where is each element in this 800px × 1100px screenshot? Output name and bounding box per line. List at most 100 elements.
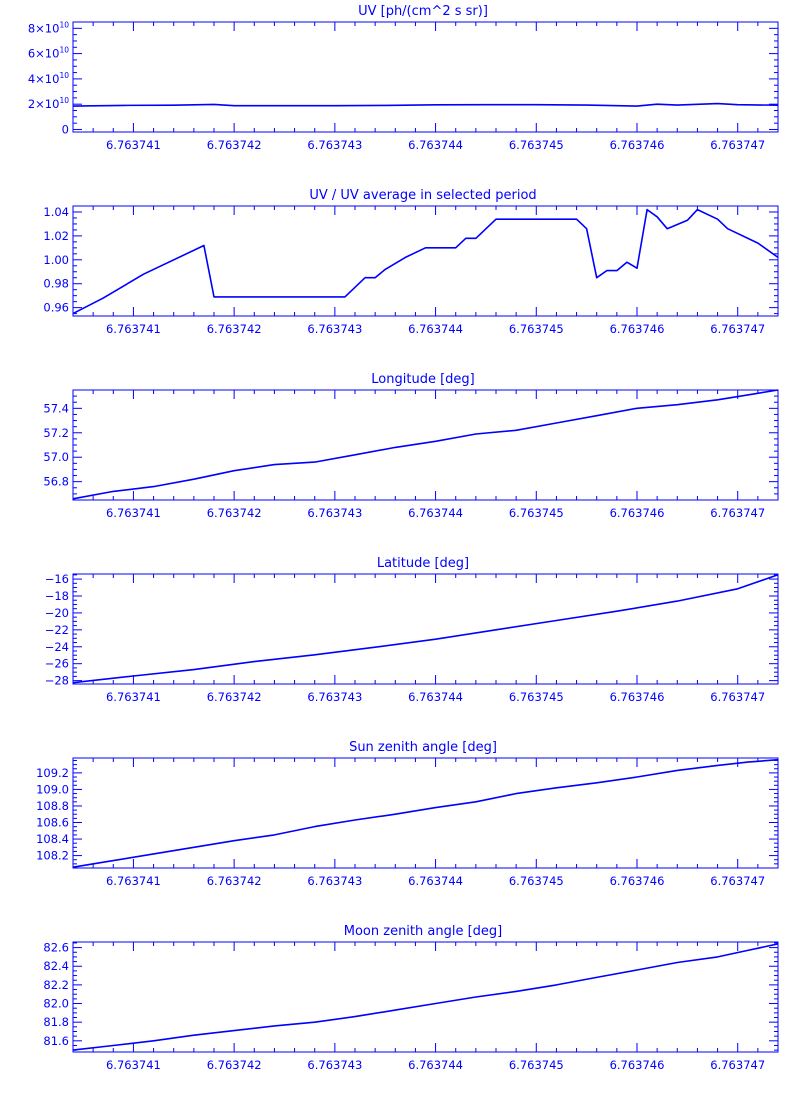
x-tick-label: 6.763741 [106, 690, 161, 704]
panel-uv-ratio: UV / UV average in selected period 6.763… [43, 188, 779, 336]
x-tick-label: 6.763747 [710, 322, 765, 336]
x-tick-label: 6.763746 [610, 138, 665, 152]
y-tick-label: 0 [62, 122, 69, 136]
y-tick-label: 1.04 [43, 205, 69, 219]
y-tick-label: 108.8 [36, 799, 69, 813]
x-tick-label: 6.763743 [307, 138, 362, 152]
x-tick-label: 6.763742 [207, 322, 262, 336]
x-tick-label: 6.763746 [610, 322, 665, 336]
x-tick-label: 6.763745 [509, 1058, 564, 1072]
x-tick-label: 6.763746 [610, 506, 665, 520]
y-tick-label: 108.6 [36, 816, 69, 830]
y-tick-label: 82.0 [43, 997, 69, 1011]
x-tick-label: 6.763745 [509, 322, 564, 336]
x-tick-label: 6.763742 [207, 1058, 262, 1072]
x-tick-label: 6.763742 [207, 874, 262, 888]
panel-title: Moon zenith angle [deg] [344, 924, 502, 939]
x-tick-label: 6.763741 [106, 874, 161, 888]
y-tick-label: 6×1010 [28, 46, 69, 61]
panel-sun-zenith: Sun zenith angle [deg] 6.763741 6.763742 6… [36, 740, 779, 888]
x-tick-label: 6.763742 [207, 138, 262, 152]
y-tick-label: −28 [45, 674, 69, 688]
x-tick-label: 6.763741 [106, 1058, 161, 1072]
x-tick-label: 6.763744 [408, 138, 463, 152]
x-tick-label: 6.763747 [710, 874, 765, 888]
series-line [72, 389, 779, 500]
x-tick-label: 6.763747 [710, 1058, 765, 1072]
x-tick-label: 6.763747 [710, 506, 765, 520]
x-tick-label: 6.763742 [207, 690, 262, 704]
x-tick-label: 6.763745 [509, 138, 564, 152]
series-line [72, 943, 779, 1051]
panel-moon-zenith: Moon zenith angle [deg] 6.763741 6.763742… [43, 924, 779, 1072]
y-tick-label: 8×1010 [28, 20, 69, 35]
plot-frame [72, 21, 779, 133]
y-tick-label: 57.2 [43, 426, 69, 440]
panel-title: UV / UV average in selected period [309, 188, 536, 203]
x-tick-label: 6.763745 [509, 690, 564, 704]
y-tick-label: 81.6 [43, 1034, 69, 1048]
y-tick-label: 56.8 [43, 475, 69, 489]
x-tick-label: 6.763743 [307, 506, 362, 520]
y-tick-label: 82.4 [43, 959, 69, 973]
x-tick-label: 6.763743 [307, 322, 362, 336]
y-tick-label: 57.0 [43, 450, 69, 464]
panel-uv: UV [ph/(cm^2 s sr)] 6.763741 6.763742 6.76… [28, 4, 779, 152]
x-tick-label: 6.763742 [207, 506, 262, 520]
x-tick-label: 6.763746 [610, 874, 665, 888]
series-line [72, 574, 779, 684]
plot-frame [72, 757, 779, 869]
panel-title: UV [ph/(cm^2 s sr)] [358, 4, 488, 19]
plot-frame [72, 941, 779, 1053]
x-tick-label: 6.763746 [610, 690, 665, 704]
y-tick-label: 108.2 [36, 849, 69, 863]
y-tick-label: 81.8 [43, 1015, 69, 1029]
y-tick-label: 2×1010 [28, 96, 69, 111]
x-tick-label: 6.763747 [710, 138, 765, 152]
panel-latitude: Latitude [deg] 6.763741 6.763742 6.763743 6… [45, 556, 779, 704]
panel-title: Latitude [deg] [377, 556, 469, 571]
y-tick-label: −24 [45, 640, 69, 654]
panel-title: Sun zenith angle [deg] [349, 740, 497, 755]
series-line [72, 758, 779, 868]
y-tick-label: 1.02 [43, 229, 69, 243]
x-tick-label: 6.763744 [408, 690, 463, 704]
x-tick-label: 6.763741 [106, 322, 161, 336]
x-tick-label: 6.763743 [307, 690, 362, 704]
y-tick-label: −16 [45, 572, 69, 586]
series-line [72, 102, 779, 107]
y-tick-label: −18 [45, 589, 69, 603]
x-tick-label: 6.763744 [408, 1058, 463, 1072]
y-tick-label: 0.96 [43, 301, 69, 315]
y-tick-label: 109.0 [36, 782, 69, 796]
x-tick-label: 6.763745 [509, 506, 564, 520]
panel-longitude: Longitude [deg] 6.763741 6.763742 6.763743… [43, 372, 779, 520]
x-tick-label: 6.763744 [408, 322, 463, 336]
panel-title: Longitude [deg] [371, 372, 474, 387]
x-tick-label: 6.763745 [509, 874, 564, 888]
y-tick-label: −22 [45, 623, 69, 637]
y-tick-label: 108.4 [36, 832, 69, 846]
y-tick-label: 0.98 [43, 277, 69, 291]
plot-frame [72, 389, 779, 501]
y-tick-label: −26 [45, 657, 69, 671]
x-tick-label: 6.763744 [408, 874, 463, 888]
y-tick-label: 82.2 [43, 978, 69, 992]
plot-frame [72, 205, 779, 317]
x-tick-label: 6.763743 [307, 874, 362, 888]
y-tick-label: 1.00 [43, 253, 69, 267]
x-tick-label: 6.763747 [710, 690, 765, 704]
x-tick-label: 6.763741 [106, 506, 161, 520]
x-tick-label: 6.763744 [408, 506, 463, 520]
y-tick-label: 4×1010 [28, 71, 69, 86]
y-tick-label: 82.6 [43, 941, 69, 955]
series-line [72, 208, 779, 315]
plot-frame [72, 573, 779, 685]
y-tick-label: −20 [45, 606, 69, 620]
x-tick-label: 6.763743 [307, 1058, 362, 1072]
y-tick-label: 109.2 [36, 766, 69, 780]
x-tick-label: 6.763746 [610, 1058, 665, 1072]
x-tick-label: 6.763741 [106, 138, 161, 152]
y-tick-label: 57.4 [43, 401, 69, 415]
